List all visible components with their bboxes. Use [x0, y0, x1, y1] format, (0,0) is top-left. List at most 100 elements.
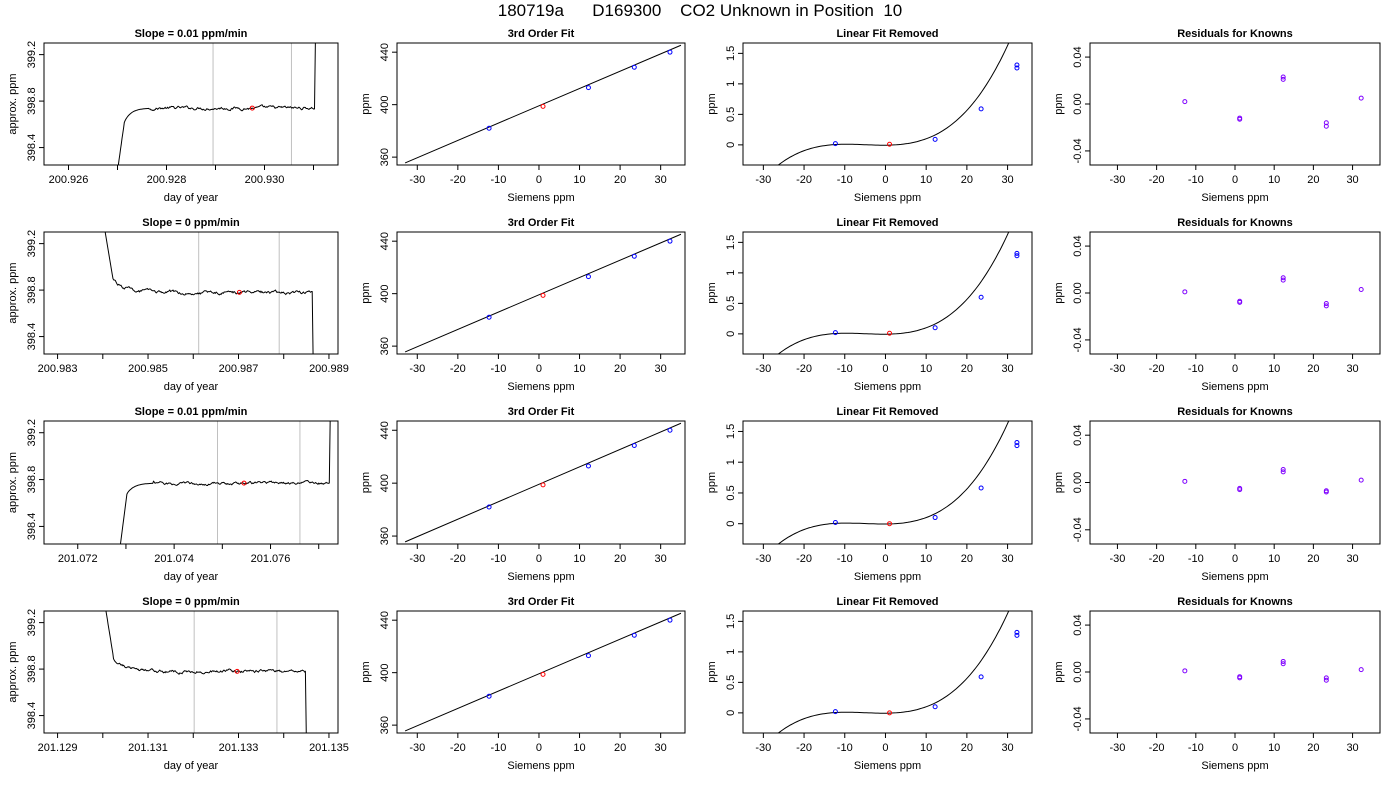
y-tick-label: 398.4	[26, 134, 38, 162]
trace-line	[104, 232, 314, 354]
unknown-point	[887, 330, 893, 336]
residual-point	[1280, 658, 1286, 664]
x-tick-label: -20	[796, 174, 812, 186]
x-tick-label: 30	[1346, 363, 1358, 375]
x-tick-label: -30	[1109, 363, 1125, 375]
y-tick-label: 398.8	[26, 466, 38, 494]
residual-point	[1358, 286, 1364, 292]
residual-point	[1280, 74, 1286, 80]
x-tick-label: -10	[1188, 363, 1204, 375]
x-tick-label: 20	[1307, 742, 1319, 754]
known-point	[1014, 632, 1020, 638]
y-tick-label: 0.00	[1072, 93, 1084, 114]
residual-point	[1358, 95, 1364, 101]
x-tick-label: 30	[655, 363, 667, 375]
plot-area	[1182, 658, 1364, 683]
window-mean-point	[249, 105, 255, 111]
y-tick-label: 0.5	[725, 485, 737, 500]
y-axis-label: approx. ppm	[7, 262, 19, 323]
y-tick-label: 1	[725, 81, 737, 87]
x-tick-label: -20	[796, 363, 812, 375]
plot-area	[104, 232, 314, 354]
residual-point	[1323, 301, 1329, 307]
plot-area	[404, 233, 682, 353]
y-tick-label: 1.5	[725, 46, 737, 61]
x-tick-label: 0	[536, 742, 542, 754]
x-tick-label: -20	[796, 553, 812, 565]
known-point	[978, 674, 984, 680]
plot-frame	[742, 610, 1033, 734]
panel-residuals-row-3: Residuals for Knowns -30 -20 -10 0 10 20 30 -0.0…	[1053, 406, 1381, 583]
known-point	[932, 325, 938, 331]
y-tick-label: 0.5	[725, 107, 737, 122]
known-point	[486, 693, 492, 699]
known-point	[631, 64, 637, 70]
plot-area	[404, 44, 682, 164]
plot-frame	[43, 42, 339, 166]
x-tick-label: 30	[1346, 742, 1358, 754]
x-axis-label: day of year	[164, 381, 219, 393]
plot-frame	[742, 420, 1033, 545]
panel-trace-row-1: Slope = 0.01 ppm/min 200.926 200.928 200.93…	[7, 28, 339, 204]
y-tick-label: 0	[725, 521, 737, 527]
panel-trace-row-3: Slope = 0.01 ppm/min 201.072 201.074 201.07…	[7, 406, 339, 583]
residual-point	[1280, 661, 1286, 667]
x-tick-label: -10	[490, 174, 506, 186]
y-axis-label: ppm	[1053, 661, 1065, 682]
x-tick-label: 30	[655, 174, 667, 186]
x-tick-label: -20	[450, 174, 466, 186]
y-tick-label: -0.04	[1072, 327, 1084, 352]
x-tick-label: 20	[1307, 174, 1319, 186]
x-tick-label: -30	[409, 742, 425, 754]
plot-frame	[1089, 420, 1381, 545]
panel-title: Linear Fit Removed	[836, 596, 938, 608]
y-tick-label: 398.4	[26, 513, 38, 541]
y-axis-label: approx. ppm	[7, 73, 19, 134]
y-tick-label: 399.2	[26, 419, 38, 447]
x-tick-label: 10	[573, 742, 585, 754]
residual-point	[1280, 76, 1286, 82]
plot-frame	[396, 42, 686, 166]
y-tick-label: -0.04	[1072, 706, 1084, 731]
x-tick-label: 201.133	[219, 742, 259, 754]
panel-linear_removed-row-4: Linear Fit Removed -30 -20 -10 0 10 20 30 0 0.5 1 1…	[706, 596, 1033, 772]
y-tick-label: 400	[379, 95, 391, 113]
y-tick-label: 440	[379, 421, 391, 439]
y-tick-label: 440	[379, 611, 391, 629]
cubic-curve	[777, 43, 1010, 165]
known-point	[585, 85, 591, 91]
residual-point	[1323, 123, 1329, 129]
y-tick-label: 0.04	[1072, 235, 1084, 256]
x-axis-label: Siemens ppm	[1201, 760, 1268, 772]
residual-point	[1280, 275, 1286, 281]
y-tick-label: 0.5	[725, 675, 737, 690]
plot-area	[404, 612, 682, 732]
y-tick-label: 398.4	[26, 323, 38, 351]
residual-point	[1280, 469, 1286, 475]
x-tick-label: 30	[1001, 742, 1013, 754]
known-point	[932, 136, 938, 142]
plot-frame	[1089, 610, 1381, 734]
x-tick-label: 30	[1001, 363, 1013, 375]
x-tick-label: 10	[1268, 174, 1280, 186]
y-tick-label: 1	[725, 270, 737, 276]
known-point	[932, 515, 938, 521]
unknown-point	[540, 292, 546, 298]
trace-line	[119, 421, 331, 544]
figure-title: 180719a D169300 CO2 Unknown in Position …	[497, 1, 903, 20]
known-point	[631, 253, 637, 259]
known-point	[585, 653, 591, 659]
x-tick-label: 201.074	[154, 553, 194, 565]
y-tick-label: 1.5	[725, 614, 737, 629]
y-tick-label: 400	[379, 663, 391, 681]
panel-residuals-row-2: Residuals for Knowns -30 -20 -10 0 10 20 30 -0.0…	[1053, 217, 1381, 393]
x-tick-label: 10	[920, 742, 932, 754]
panel-linear_removed-row-1: Linear Fit Removed -30 -20 -10 0 10 20 30 0 0.5 1 1…	[706, 28, 1033, 204]
x-tick-label: 200.987	[219, 363, 259, 375]
x-tick-label: -20	[450, 553, 466, 565]
known-point	[932, 704, 938, 710]
x-tick-label: 30	[1346, 174, 1358, 186]
panel-title: Residuals for Knowns	[1177, 28, 1293, 40]
residual-point	[1323, 303, 1329, 309]
x-tick-label: -30	[1109, 742, 1125, 754]
